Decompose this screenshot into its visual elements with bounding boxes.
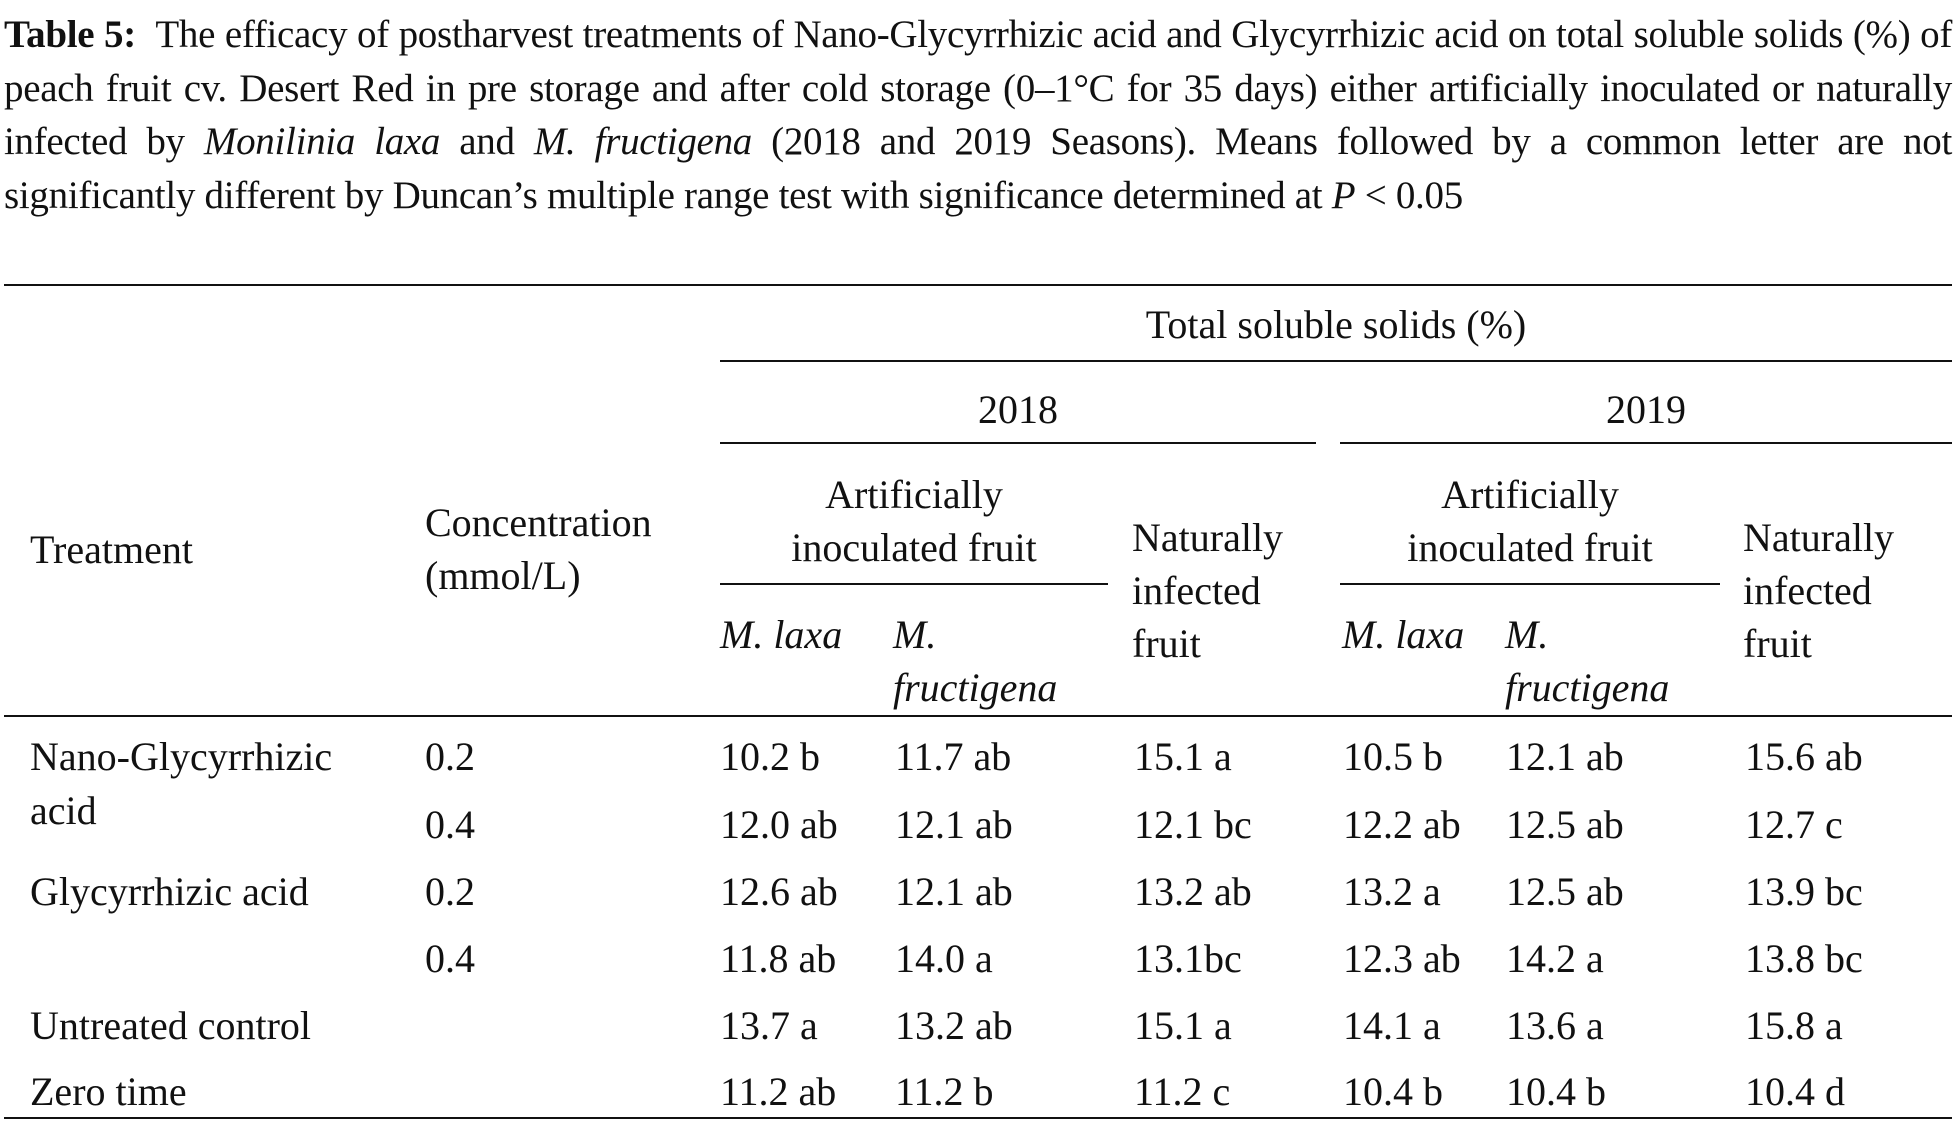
header-concentration-line1: Concentration: [425, 500, 652, 545]
header-m-fructigena-2018-line1: M.: [893, 612, 937, 657]
year-2019-underline: [1340, 442, 1952, 444]
row2-value-laxa-2018: 12.0 ab: [720, 802, 838, 847]
row4-value-fructigena-2019: 14.2 a: [1506, 936, 1604, 981]
row2-value-fructigena-2018: 12.1 ab: [895, 802, 1013, 847]
artificial-2019-underline: [1340, 583, 1720, 585]
tss-underline: [720, 360, 1952, 362]
row1-value-laxa-2019: 10.5 b: [1343, 734, 1443, 779]
row4-concentration: 0.4: [425, 936, 475, 981]
caption-species-1: Monilinia laxa: [203, 120, 441, 163]
header-treatment: Treatment: [30, 527, 193, 572]
row3-value-fructigena-2019: 12.5 ab: [1506, 869, 1624, 914]
row1-value-fructigena-2018: 11.7 ab: [895, 734, 1012, 779]
header-m-laxa-2019: M. laxa: [1342, 612, 1465, 657]
row4-value-fructigena-2018: 14.0 a: [895, 936, 993, 981]
row3-treatment: Glycyrrhizic acid: [30, 869, 309, 914]
row4-value-natural-2018: 13.1bc: [1134, 936, 1242, 981]
caption-text-4: < 0.05: [1355, 173, 1464, 217]
table-caption: Table 5: The efficacy of postharvest tre…: [4, 8, 1952, 222]
row3-value-fructigena-2018: 12.1 ab: [895, 869, 1013, 914]
header-bottom-rule: [4, 715, 1952, 717]
header-tss: Total soluble solids (%): [1145, 302, 1527, 347]
row5-treatment: Untreated control: [30, 1003, 311, 1048]
row5-value-natural-2019: 15.8 a: [1745, 1003, 1843, 1048]
row1-concentration: 0.2: [425, 734, 475, 779]
row6-value-fructigena-2018: 11.2 b: [895, 1069, 994, 1114]
row5-value-fructigena-2019: 13.6 a: [1506, 1003, 1604, 1048]
header-artificial-2019-line1: Artificially: [1441, 472, 1619, 517]
header-artificial-2019-line2: inoculated fruit: [1407, 525, 1653, 570]
year-2018-underline: [720, 442, 1316, 444]
header-year-2019: 2019: [1606, 387, 1686, 432]
row6-value-laxa-2018: 11.2 ab: [720, 1069, 837, 1114]
row1-value-natural-2019: 15.6 ab: [1745, 734, 1863, 779]
row3-value-laxa-2018: 12.6 ab: [720, 869, 838, 914]
row1-treatment-line1: Nano-Glycyrrhizic: [30, 734, 333, 779]
row1-value-laxa-2018: 10.2 b: [720, 734, 820, 779]
header-artificial-2018-line2: inoculated fruit: [791, 525, 1037, 570]
header-artificial-2018-line1: Artificially: [825, 472, 1003, 517]
row3-concentration: 0.2: [425, 869, 475, 914]
row4-value-natural-2019: 13.8 bc: [1745, 936, 1863, 981]
row5-value-laxa-2018: 13.7 a: [720, 1003, 818, 1048]
row6-value-fructigena-2019: 10.4 b: [1506, 1069, 1606, 1114]
row6-value-natural-2018: 11.2 c: [1134, 1069, 1231, 1114]
header-natural-2018-line1: Naturally: [1132, 515, 1284, 560]
header-natural-2019-line2: infected: [1743, 568, 1872, 613]
caption-label: Table 5:: [4, 13, 136, 56]
row2-value-natural-2018: 12.1 bc: [1134, 802, 1252, 847]
header-m-fructigena-2019-line2: fructigena: [1505, 665, 1670, 710]
header-natural-2018-line2: infected: [1132, 568, 1261, 613]
header-natural-2019-line3: fruit: [1743, 621, 1812, 666]
row5-value-natural-2018: 15.1 a: [1134, 1003, 1232, 1048]
row1-value-natural-2018: 15.1 a: [1134, 734, 1232, 779]
row6-value-laxa-2019: 10.4 b: [1343, 1069, 1443, 1114]
row2-value-natural-2019: 12.7 c: [1745, 802, 1843, 847]
row6-treatment: Zero time: [30, 1069, 187, 1114]
caption-p-symbol: P: [1331, 173, 1356, 217]
row3-value-natural-2018: 13.2 ab: [1134, 869, 1252, 914]
header-m-laxa-2018: M. laxa: [720, 612, 843, 657]
row2-value-laxa-2019: 12.2 ab: [1343, 802, 1461, 847]
row1-treatment-line2: acid: [30, 788, 97, 833]
header-concentration-line2: (mmol/L): [425, 553, 581, 598]
row1-value-fructigena-2019: 12.1 ab: [1506, 734, 1624, 779]
caption-species-2: M. fructigena: [533, 120, 752, 163]
header-m-fructigena-2019-line1: M.: [1505, 612, 1549, 657]
table-bottom-rule: [4, 1117, 1952, 1119]
row6-value-natural-2019: 10.4 d: [1745, 1069, 1845, 1114]
caption-text-3: (2018 and 2019 Seasons). Means followed …: [4, 120, 1952, 217]
header-natural-2019-line1: Naturally: [1743, 515, 1895, 560]
caption-text-1: The efficacy of postharvest treatments o…: [4, 13, 1953, 163]
caption-text-2: and: [440, 120, 534, 163]
row5-value-laxa-2019: 14.1 a: [1343, 1003, 1441, 1048]
row3-value-laxa-2019: 13.2 a: [1343, 869, 1441, 914]
artificial-2018-underline: [720, 583, 1108, 585]
table-top-rule: [4, 284, 1952, 286]
header-year-2018: 2018: [978, 387, 1058, 432]
row4-value-laxa-2019: 12.3 ab: [1343, 936, 1461, 981]
row2-concentration: 0.4: [425, 802, 475, 847]
row2-value-fructigena-2019: 12.5 ab: [1506, 802, 1624, 847]
header-natural-2018-line3: fruit: [1132, 621, 1201, 666]
header-m-fructigena-2018-line2: fructigena: [893, 665, 1058, 710]
row4-value-laxa-2018: 11.8 ab: [720, 936, 837, 981]
row3-value-natural-2019: 13.9 bc: [1745, 869, 1863, 914]
row5-value-fructigena-2018: 13.2 ab: [895, 1003, 1013, 1048]
